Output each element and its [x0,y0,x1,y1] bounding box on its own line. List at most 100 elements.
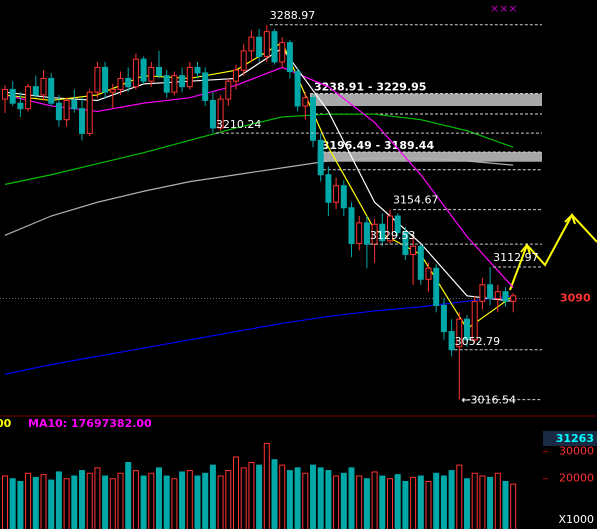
legend-ma10: MA10: 17697382.00 [28,417,152,430]
volume-bar [271,459,278,529]
candle-body [86,91,93,134]
volume-bar [310,464,316,529]
volume-bar [317,467,324,529]
volume-bar [179,471,186,529]
volume-bar [348,467,355,529]
candle-body [310,97,316,141]
volume-bar [32,476,39,529]
volume-bar [286,470,293,529]
top-icons[interactable]: ××× [490,2,518,15]
volume-bar [194,475,201,529]
volume-bar [479,475,486,529]
range-label: 3196.49 - 3189.44 [322,139,435,152]
candle-body [402,232,409,256]
volume-bar [333,475,340,529]
candle-body [148,66,155,82]
range-band [317,152,542,162]
projection-line [509,213,597,291]
volume-bar [487,476,494,529]
volume-bar [325,470,332,529]
price-label: 3288.97 [270,9,316,22]
candle-body [202,72,209,101]
candle-body [417,245,424,280]
candle-body [433,267,440,306]
volume-bar [233,456,239,529]
candle-body [240,50,247,71]
volume-bar [79,470,85,529]
candle-body [502,291,509,302]
volume-bar [294,467,301,529]
volume-bar [340,472,347,529]
candle-body [348,207,355,245]
volume-bar [440,475,447,529]
candle-body [171,75,178,93]
volume-bar [86,472,93,529]
candle-body [425,267,432,280]
volume-bar [71,475,78,529]
candle-body [132,58,139,88]
price-value: 3016.54 [471,394,517,407]
volume-bar [456,464,463,529]
candle-body [109,88,116,93]
volume-bar [102,475,109,529]
volume-bar [63,478,70,529]
candle-body [333,185,340,203]
volume-bar [417,475,424,529]
volume-bar [55,471,62,529]
candle-body [510,295,517,302]
volume-bar [425,480,432,529]
y-tick-label: 30000 [559,445,594,458]
volume-bar [394,474,401,529]
candle-body [286,42,293,73]
volume-bar [148,472,155,529]
volume-bar [25,472,32,529]
volume-bar [510,483,517,529]
volume-bar [140,475,147,529]
last-volume-box [543,431,597,446]
candle-body [71,99,78,110]
candle-body [248,36,255,52]
volume-bar [363,478,370,529]
volume-bar [48,479,55,529]
candle-body [263,31,270,57]
range-label: 3238.91 - 3229.95 [314,81,426,94]
price-label: 3210.24 [216,118,262,131]
price-label: ←3016.54 [461,394,516,407]
candle-body [294,71,301,107]
volume-bar [2,475,8,529]
candle-body [410,245,417,256]
volume-bars [2,442,517,529]
volume-bar [279,464,286,529]
volume-bar [448,470,455,529]
candle-body [117,77,124,90]
volume-bar [225,470,232,529]
unit-label: X1000 [558,513,594,526]
candle-body [487,284,494,300]
candle-body [79,108,85,134]
candle-body [25,86,32,110]
volume-bar [379,475,386,529]
candle-body [325,174,332,203]
candle-body [125,77,132,88]
volume-bar [209,464,216,529]
candle-body [479,284,486,302]
price-label: 3129.53 [370,229,416,242]
candle-body [279,42,286,63]
volume-bar [117,472,124,529]
candle-body [440,304,447,333]
volume-bar [109,478,116,529]
volume-bar [171,478,178,529]
candle-body [340,185,347,209]
candle-body [394,215,401,234]
candle-body [363,222,370,245]
volume-bar [186,470,193,529]
candle-body [356,222,363,245]
projection-arrow [564,213,576,225]
candle-body [94,66,101,93]
candle-body [271,31,278,63]
price-label: 3112.97 [493,251,538,264]
volume-bar [502,480,509,529]
volume-bar [40,474,47,529]
